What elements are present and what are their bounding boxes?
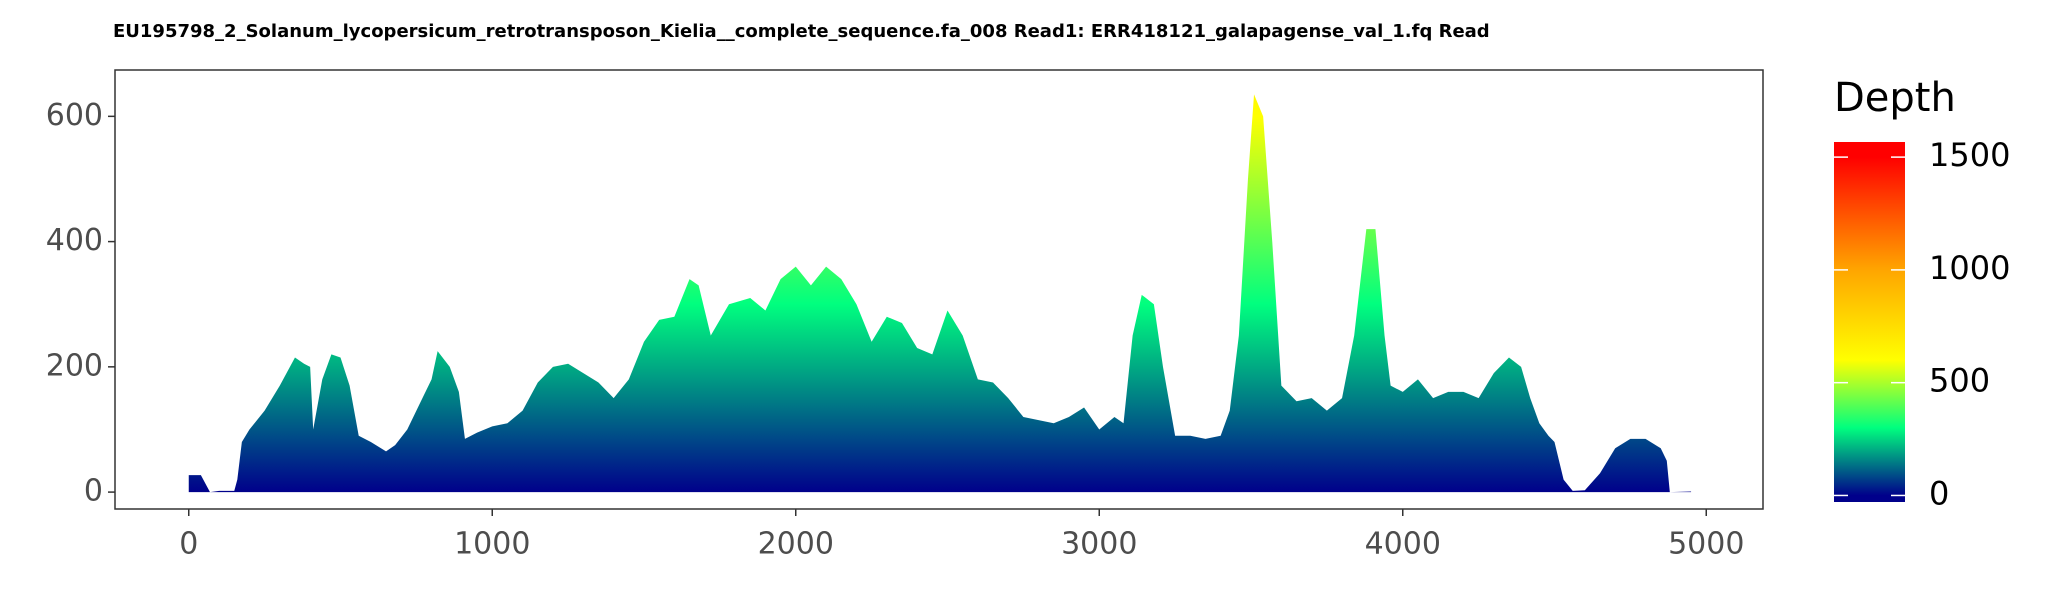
x-tick-label: 5000 bbox=[1668, 527, 1744, 562]
colorbar bbox=[1834, 142, 1905, 502]
x-tick-label: 1000 bbox=[454, 527, 530, 562]
y-tick-label: 400 bbox=[46, 223, 103, 258]
colorbar-label: 0 bbox=[1929, 474, 1949, 512]
x-tick-label: 3000 bbox=[1061, 527, 1137, 562]
legend-title: Depth bbox=[1834, 75, 1956, 121]
chart-title: EU195798_2_Solanum_lycopersicum_retrotra… bbox=[113, 21, 1490, 42]
x-tick-label: 0 bbox=[179, 527, 198, 562]
y-tick-label: 600 bbox=[46, 98, 103, 133]
x-tick-label: 4000 bbox=[1365, 527, 1441, 562]
colorbar-label: 1000 bbox=[1929, 249, 2010, 287]
colorbar-label: 1500 bbox=[1929, 136, 2010, 174]
y-tick-label: 0 bbox=[84, 474, 103, 509]
x-tick-label: 2000 bbox=[758, 527, 834, 562]
panel-border bbox=[114, 69, 1764, 510]
depth-area bbox=[188, 94, 1692, 493]
colorbar-label: 500 bbox=[1929, 362, 1990, 400]
y-tick-label: 200 bbox=[46, 348, 103, 383]
